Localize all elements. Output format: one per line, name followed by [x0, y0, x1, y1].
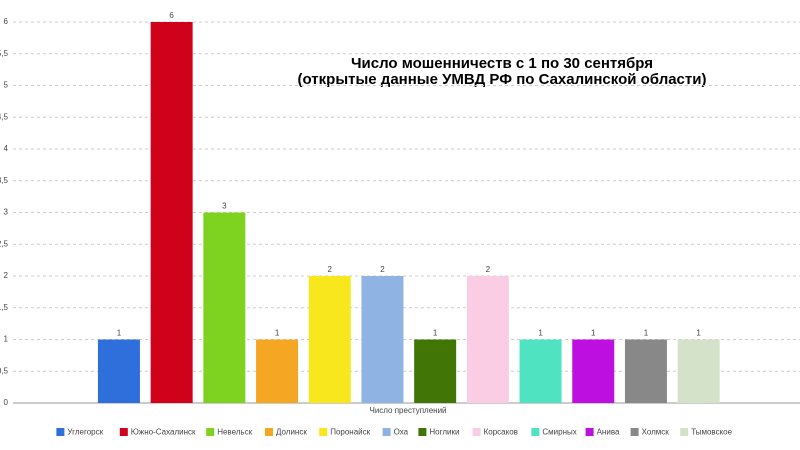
legend-swatch: [206, 428, 215, 436]
chart-title: Число мошенничеств с 1 по 30 сентября: [351, 55, 653, 72]
legend-label: Оха: [394, 428, 409, 437]
legend-label: Невельск: [217, 428, 252, 437]
bar: [414, 339, 457, 403]
bar: [677, 339, 720, 403]
bar: [572, 339, 615, 403]
legend-swatch: [56, 428, 65, 436]
y-tick-label: 5,5: [0, 49, 9, 58]
data-label: 1: [433, 329, 438, 338]
data-label: 3: [222, 202, 227, 211]
legend-label: Холмск: [642, 428, 670, 437]
bar: [150, 22, 193, 403]
bar: [97, 339, 140, 403]
legend-label: Смирных: [542, 428, 576, 437]
legend-swatch: [680, 428, 689, 436]
y-tick-label: 4: [4, 144, 9, 153]
y-tick-label: 1,5: [0, 303, 9, 312]
data-label: 1: [591, 329, 596, 338]
chart-title: (открытые данные УМВД РФ по Сахалинской …: [298, 71, 707, 88]
data-label: 6: [169, 11, 174, 20]
legend-label: Ноглики: [429, 428, 459, 437]
legend-swatch: [319, 428, 328, 436]
legend-label: Южно-Сахалинск: [131, 428, 196, 437]
data-label: 2: [486, 265, 491, 274]
x-axis-label: Число преступлений: [369, 406, 446, 415]
data-label: 1: [538, 329, 543, 338]
legend-swatch: [418, 428, 427, 436]
legend-label: Анива: [597, 428, 620, 437]
data-label: 2: [380, 265, 385, 274]
legend-swatch: [119, 428, 128, 436]
y-tick-label: 3: [4, 208, 9, 217]
y-tick-label: 2: [4, 271, 9, 280]
bar: [361, 276, 404, 403]
data-label: 1: [696, 329, 701, 338]
legend-label: Поронайск: [330, 428, 370, 437]
legend-swatch: [531, 428, 540, 436]
bar: [466, 276, 509, 403]
bar: [624, 339, 667, 403]
data-label: 2: [328, 265, 333, 274]
legend-label: Углегорск: [67, 428, 103, 437]
y-tick-label: 6: [4, 17, 9, 26]
legend-swatch: [382, 428, 391, 436]
legend-swatch: [265, 428, 273, 436]
bar: [256, 339, 299, 403]
y-tick-label: 5: [4, 81, 9, 90]
y-tick-label: 0: [4, 398, 9, 407]
bar: [203, 212, 246, 403]
y-tick-label: 1: [4, 335, 9, 344]
legend-label: Долинск: [276, 428, 307, 437]
y-tick-label: 3,5: [0, 176, 9, 185]
bar: [308, 276, 351, 403]
y-tick-label: 2,5: [0, 239, 9, 248]
data-label: 1: [644, 329, 649, 338]
y-tick-label: 0,5: [0, 366, 9, 375]
legend-label: Корсаков: [484, 428, 518, 437]
data-label: 1: [117, 329, 122, 338]
data-label: 1: [275, 329, 280, 338]
legend-swatch: [630, 428, 639, 436]
legend-swatch: [472, 428, 481, 436]
y-tick-label: 4,5: [0, 112, 9, 121]
legend-label: Тымовское: [691, 428, 732, 437]
legend-swatch: [585, 428, 594, 436]
bar: [519, 339, 562, 403]
